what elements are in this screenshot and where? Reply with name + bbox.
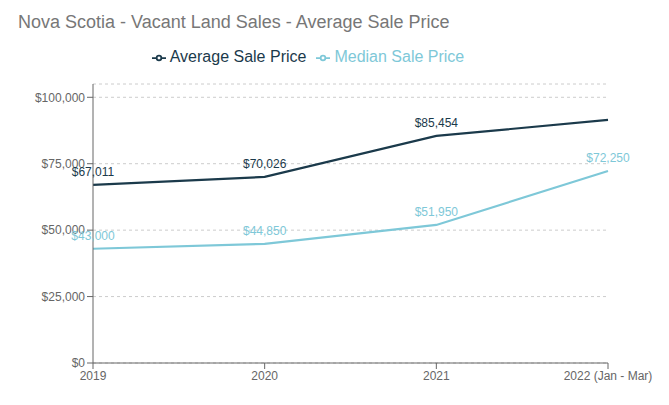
svg-text:$25,000: $25,000	[42, 290, 86, 304]
html-text:Average Sale Price: Average Sale Price	[169, 48, 307, 65]
svg-text:$50,000: $50,000	[41, 223, 85, 238]
svg-text:$44,850: $44,850	[243, 224, 287, 238]
svg-text:2021: 2021	[423, 369, 450, 383]
svg-text:$43,000: $43,000	[71, 229, 115, 243]
svg-text:$70,026: $70,026	[243, 157, 287, 171]
svg-text:$72,250: $72,250	[586, 151, 630, 165]
svg-text:2022 (Jan - Mar): 2022 (Jan - Mar)	[564, 369, 653, 383]
svg-text:$0: $0	[72, 356, 86, 370]
svg-text:2020: 2020	[251, 369, 278, 383]
svg-text:$75,000: $75,000	[41, 157, 85, 171]
svg-text:$67,011: $67,011	[72, 165, 115, 179]
svg-text:2019: 2019	[80, 369, 107, 383]
svg-text:$51,950: $51,950	[415, 205, 459, 219]
svg-text:$100,000: $100,000	[35, 91, 85, 105]
svg-text:$85,454: $85,454	[415, 116, 459, 130]
html-text:Median Sale Price: Median Sale Price	[334, 48, 465, 65]
html-text:Nova Scotia - Vacant Land Sale: Nova Scotia - Vacant Land Sales - Averag…	[18, 12, 450, 32]
